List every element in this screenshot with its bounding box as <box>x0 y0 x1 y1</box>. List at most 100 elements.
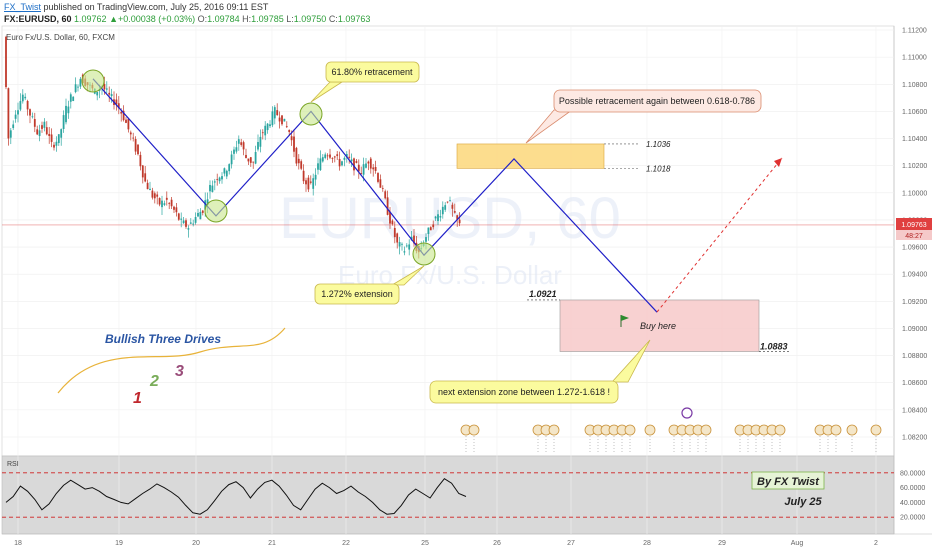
callout-extension[interactable]: 1.272% extension <box>314 265 425 305</box>
candle-body <box>353 158 355 171</box>
candle-body <box>427 227 430 234</box>
drive-2-label: 2 <box>149 373 159 390</box>
candle-body <box>19 101 22 110</box>
candle-body <box>384 191 387 199</box>
candle-body <box>45 127 48 135</box>
candle-body <box>69 94 72 102</box>
candle-body <box>223 168 226 174</box>
candle-body <box>381 188 384 189</box>
candle-body <box>146 182 149 190</box>
callout-next-extension[interactable]: next extension zone between 1.272-1.618 … <box>429 339 651 404</box>
candle-body <box>401 243 403 245</box>
candle-body <box>36 129 39 135</box>
time-tick-label: 20 <box>192 540 200 547</box>
candle-body <box>216 179 219 181</box>
candle-body <box>206 199 209 206</box>
event-flag-icon[interactable] <box>846 424 858 436</box>
candle-body <box>182 220 185 224</box>
candle-body <box>7 88 10 139</box>
candle-body <box>341 161 343 166</box>
event-flag-icon[interactable] <box>700 424 712 436</box>
economic-events[interactable] <box>460 407 882 452</box>
candle-body <box>403 251 406 253</box>
candle-body <box>103 84 106 90</box>
close-label: C: <box>328 14 338 24</box>
possible-retracement-text: Possible retracement again between 0.618… <box>559 96 755 106</box>
event-flag-icon[interactable] <box>870 424 882 436</box>
candle-body <box>360 173 363 174</box>
candle-body <box>204 200 207 210</box>
candle-body <box>137 144 139 155</box>
event-flag-icon[interactable] <box>624 424 636 436</box>
author-link[interactable]: FX_Twist <box>4 2 42 12</box>
candle-body <box>396 233 399 243</box>
time-tick-label: 2 <box>874 540 878 547</box>
candle-body <box>62 115 65 129</box>
candle-body <box>149 188 151 191</box>
last-price: 1.09762 <box>74 14 107 24</box>
rsi-axis: 80.0000 60.0000 40.0000 20.0000 <box>900 470 925 521</box>
event-flag-icon[interactable] <box>830 424 842 436</box>
next-extension-text: next extension zone between 1.272-1.618 … <box>438 387 610 397</box>
candle-body <box>189 222 192 224</box>
price-tick-label: 1.09000 <box>902 326 927 333</box>
candle-body <box>221 176 223 180</box>
candle-body <box>245 154 247 158</box>
candle-body <box>55 141 58 146</box>
candle-body <box>285 126 288 128</box>
candle-body <box>144 173 147 182</box>
candle-body <box>281 115 283 125</box>
candle-body <box>456 215 459 220</box>
event-flag-icon[interactable] <box>681 407 693 419</box>
rsi-label: RSI <box>7 461 19 468</box>
drive-point-circle <box>204 199 228 223</box>
date-text: July 25 <box>784 496 822 508</box>
candle-body <box>372 167 375 170</box>
candle-body <box>158 198 161 205</box>
candle-body <box>446 201 449 203</box>
candle-body <box>108 92 111 95</box>
event-flag-icon[interactable] <box>548 424 560 436</box>
candle-body <box>41 125 43 129</box>
projection-arrowhead-icon <box>774 158 782 167</box>
candle-body <box>249 157 252 163</box>
price-tick-label: 1.11200 <box>902 28 927 35</box>
level-label-0883: 1.0883 <box>760 342 788 352</box>
up-arrow-icon: ▲ <box>109 14 119 24</box>
candle-body <box>271 111 274 126</box>
candle-body <box>5 36 7 88</box>
candle-body <box>377 173 379 182</box>
countdown-text: 48:27 <box>905 233 923 240</box>
price-tick-label: 1.09600 <box>902 245 927 252</box>
event-flag-icon[interactable] <box>644 424 656 436</box>
buy-here-label: Buy here <box>640 321 676 331</box>
candle-body <box>60 129 63 138</box>
retracement-zone[interactable] <box>456 143 605 169</box>
three-drives-wave[interactable] <box>92 78 658 313</box>
event-flag-icon[interactable] <box>774 424 786 436</box>
candle-body <box>161 200 163 208</box>
time-tick-label: 22 <box>342 540 350 547</box>
candle-body <box>110 94 113 97</box>
candle-body <box>288 130 291 132</box>
candle-body <box>293 136 295 152</box>
candle-body <box>367 161 370 164</box>
callout-possible-retracement[interactable]: Possible retracement again between 0.618… <box>525 89 762 144</box>
drive-point-circle <box>81 69 105 93</box>
callout-retracement-61[interactable]: 61.80% retracement <box>310 61 420 103</box>
candle-body <box>29 109 31 116</box>
time-tick-label: 21 <box>268 540 276 547</box>
rsi-tick-label: 80.0000 <box>900 470 925 477</box>
candle-body <box>317 163 319 170</box>
rsi-pane[interactable] <box>1 455 895 535</box>
buy-zone[interactable] <box>559 299 760 352</box>
candle-body <box>312 178 315 189</box>
candle-body <box>408 244 411 250</box>
candle-body <box>165 197 168 200</box>
candle-body <box>197 212 199 217</box>
event-flag-icon[interactable] <box>468 424 480 436</box>
low-label: L: <box>286 14 294 24</box>
extension-text: 1.272% extension <box>321 289 393 299</box>
candle-body <box>38 130 41 137</box>
